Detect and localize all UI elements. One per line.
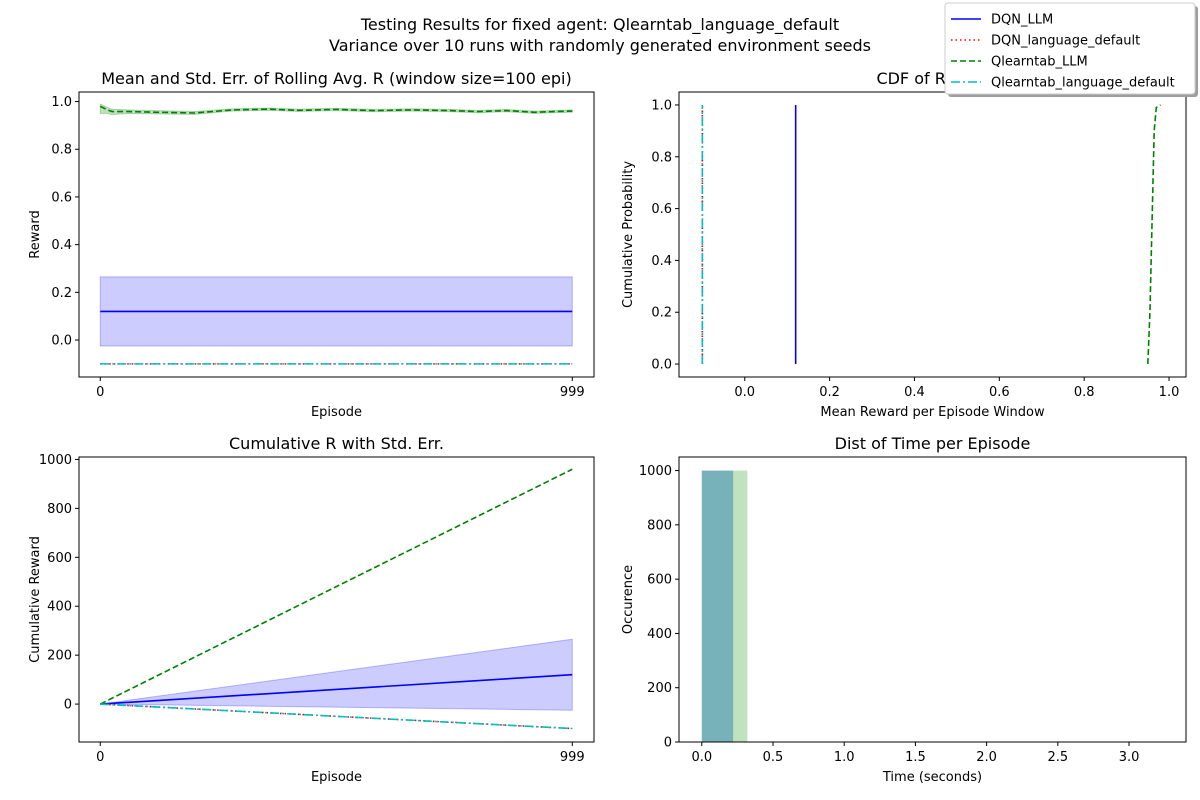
series-line bbox=[1147, 104, 1161, 365]
y-axis-label: Reward bbox=[28, 210, 43, 258]
legend-label: Qlearntab_LLM bbox=[991, 55, 1088, 70]
subplot-title: Dist of Time per Episode bbox=[835, 434, 1031, 453]
y-axis-label: Occurence bbox=[621, 565, 636, 634]
axes-frame bbox=[678, 91, 1187, 378]
subplot-1: 0 999 0.0 0.2 0.4 0.6 0.8 1.0 Mean and Std. Err.… bbox=[28, 69, 595, 420]
legend-label: DQN_language_default bbox=[991, 34, 1140, 49]
y-tick-label: 1000 bbox=[639, 464, 672, 479]
x-tick-label: 0.0 bbox=[691, 750, 712, 765]
x-tick-label: 0.6 bbox=[989, 385, 1010, 400]
x-tick-label: 0 bbox=[96, 750, 104, 765]
x-tick-label: 999 bbox=[560, 385, 585, 400]
series-line bbox=[100, 673, 573, 705]
x-tick-label: 0.8 bbox=[1074, 385, 1095, 400]
y-tick-label: 0.2 bbox=[651, 306, 672, 321]
legend-entry: Qlearntab_LLM bbox=[951, 55, 1088, 70]
y-tick-label: 0.8 bbox=[51, 143, 72, 158]
y-tick-label: 600 bbox=[647, 573, 672, 588]
histogram-bar bbox=[701, 470, 748, 742]
y-tick-label: 0.8 bbox=[651, 150, 672, 165]
y-tick-label: 800 bbox=[647, 518, 672, 533]
x-tick-label: 2.0 bbox=[976, 750, 997, 765]
y-tick-label: 0.4 bbox=[651, 254, 672, 269]
axes-frame bbox=[78, 91, 595, 378]
y-axis-label: Cumulative Reward bbox=[28, 536, 43, 663]
series-line bbox=[99, 105, 573, 114]
plot-area bbox=[701, 470, 1165, 742]
x-tick-label: 0.0 bbox=[734, 385, 755, 400]
x-tick-label: 3.0 bbox=[1119, 750, 1140, 765]
x-tick-label: 0.2 bbox=[819, 385, 840, 400]
y-tick-label: 0.0 bbox=[651, 358, 672, 373]
x-axis-label: Episode bbox=[311, 405, 362, 420]
subplot-2: 0.0 0.2 0.4 0.6 0.8 1.00.00.20.40.60.81.0CDF … bbox=[621, 69, 1187, 420]
subplot-4: 0.0 0.5 1.0 1.5 2.0 2.5 3.0 0 200 400 600 800 1000 Di… bbox=[621, 434, 1187, 785]
plot-area bbox=[99, 468, 573, 730]
y-tick-label: 1.0 bbox=[51, 95, 72, 110]
figure-title-line1: Testing Results for fixed agent: Qlearnt… bbox=[360, 15, 839, 35]
y-tick-label: 800 bbox=[47, 502, 72, 517]
plot-area bbox=[701, 104, 1161, 365]
figure-legend: DQN_LLM DQN_language_default Qlearntab_LLM… bbox=[944, 2, 1198, 97]
x-axis-label: Episode bbox=[311, 770, 362, 785]
x-axis-label: Time (seconds) bbox=[882, 770, 982, 785]
subplot-title: Cumulative R with Std. Err. bbox=[229, 434, 444, 453]
plot-area bbox=[99, 103, 573, 365]
legend-label: Qlearntab_language_default bbox=[991, 76, 1175, 91]
axes-frame bbox=[78, 456, 595, 743]
y-tick-label: 1.0 bbox=[651, 98, 672, 113]
y-tick-label: 200 bbox=[47, 649, 72, 664]
series-line bbox=[99, 468, 573, 705]
y-tick-label: 0.4 bbox=[51, 238, 72, 253]
axes-frame bbox=[678, 456, 1187, 743]
figure-title-line2: Variance over 10 runs with randomly gene… bbox=[329, 36, 871, 55]
legend-label: DQN_LLM bbox=[991, 13, 1053, 28]
y-tick-label: 400 bbox=[47, 600, 72, 615]
x-tick-label: 1.0 bbox=[1159, 385, 1180, 400]
x-tick-label: 999 bbox=[560, 750, 585, 765]
subplot-3: 0 999 0 200 400 600 800 1000 Cumulative R with S… bbox=[28, 434, 595, 785]
y-tick-label: 0.2 bbox=[51, 286, 72, 301]
y-tick-label: 0.0 bbox=[51, 334, 72, 349]
x-tick-label: 0.5 bbox=[763, 750, 784, 765]
subplots: 0 999 0.0 0.2 0.4 0.6 0.8 1.0 Mean and Std. Err.… bbox=[28, 69, 1187, 785]
y-tick-label: 600 bbox=[47, 551, 72, 566]
legend-entry: DQN_language_default bbox=[951, 34, 1140, 49]
y-tick-label: 0.6 bbox=[651, 202, 672, 217]
subplot-title: Mean and Std. Err. of Rolling Avg. R (wi… bbox=[101, 69, 572, 88]
y-tick-label: 200 bbox=[647, 681, 672, 696]
y-tick-label: 0 bbox=[64, 698, 72, 713]
x-tick-label: 0.4 bbox=[904, 385, 925, 400]
legend-entry: Qlearntab_language_default bbox=[951, 76, 1175, 91]
y-axis-label: Cumulative Probability bbox=[621, 161, 636, 308]
legend-entry: DQN_LLM bbox=[951, 13, 1053, 28]
x-tick-label: 1.5 bbox=[905, 750, 926, 765]
y-tick-label: 0.6 bbox=[51, 190, 72, 205]
legend-box bbox=[944, 2, 1196, 95]
series-line bbox=[100, 703, 573, 730]
histogram-bar bbox=[701, 470, 734, 742]
y-tick-label: 0 bbox=[664, 736, 672, 751]
x-tick-label: 1.0 bbox=[834, 750, 855, 765]
x-tick-label: 0 bbox=[96, 385, 104, 400]
y-tick-label: 400 bbox=[647, 627, 672, 642]
x-tick-label: 2.5 bbox=[1047, 750, 1068, 765]
y-tick-label: 1000 bbox=[39, 453, 72, 468]
x-axis-label: Mean Reward per Episode Window bbox=[820, 405, 1045, 420]
